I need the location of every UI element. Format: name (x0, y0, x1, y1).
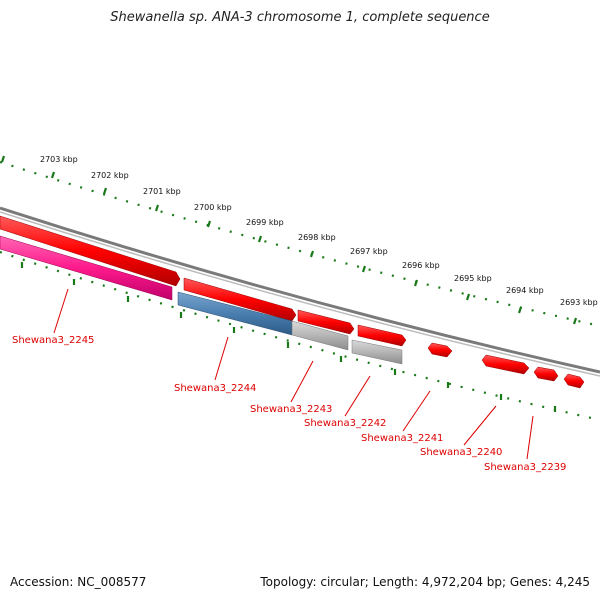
backbone-inner (0, 211, 600, 377)
backbone-outer (0, 206, 600, 374)
ruler-tick-label: 2697 kbp (350, 247, 388, 256)
ruler-tick-label: 2696 kbp (402, 261, 440, 270)
gene-label[interactable]: Shewana3_2242 (304, 418, 386, 429)
ruler-labels: 2703 kbp 2702 kbp 2701 kbp 2700 kbp 2699… (40, 155, 598, 307)
gene-label[interactable]: Shewana3_2239 (484, 462, 566, 473)
inner-ruler-ticks (20, 262, 557, 412)
ruler-tick (309, 250, 315, 258)
gene-arrow-forward[interactable] (427, 342, 453, 358)
ruler-tick (413, 279, 419, 287)
ruler-tick (572, 317, 578, 325)
gene-arrow-forward[interactable] (481, 354, 530, 375)
reverse-genes (0, 235, 403, 365)
ruler-tick (517, 306, 523, 314)
ruler-tick-label: 2694 kbp (506, 286, 544, 295)
map-title: Shewanella sp. ANA-3 chromosome 1, compl… (110, 10, 490, 25)
gene-label[interactable]: Shewana3_2244 (174, 383, 256, 394)
gene-label[interactable]: Shewana3_2243 (250, 404, 332, 415)
gene-bar-gray[interactable] (351, 339, 403, 365)
gene-arrow-forward[interactable] (563, 373, 585, 389)
label-leader (214, 336, 229, 381)
chromosome-backbone (0, 206, 600, 377)
inner-ruler (0, 250, 600, 422)
gene-arrow-forward[interactable] (533, 366, 559, 382)
ruler-tick-label: 2702 kbp (91, 171, 129, 180)
gene-arrow-forward[interactable] (357, 324, 407, 347)
ruler-tick (257, 235, 263, 243)
label-leader (526, 415, 534, 460)
gene-label[interactable]: Shewana3_2245 (12, 335, 94, 346)
ruler-tick (102, 187, 108, 195)
label-leader (402, 390, 431, 432)
ruler-tick-label: 2703 kbp (40, 155, 78, 164)
label-leader (290, 360, 314, 403)
label-leader (344, 375, 371, 417)
outer-ruler-ticks (0, 155, 578, 325)
inner-ruler-dots (0, 250, 600, 422)
accession-text: Accession: NC_008577 (10, 575, 147, 589)
gene-arrow-forward[interactable] (0, 215, 181, 287)
gene-arrow-forward[interactable] (297, 309, 355, 335)
gene-bar-pink[interactable] (0, 235, 173, 301)
ruler-tick (465, 293, 471, 301)
ruler-tick-label: 2699 kbp (246, 218, 284, 227)
forward-genes (0, 215, 585, 389)
ruler-tick (154, 204, 160, 212)
gene-arrow-forward[interactable] (183, 277, 297, 322)
ruler-tick (0, 155, 6, 163)
topology-text: Topology: circular; Length: 4,972,204 bp… (260, 575, 590, 589)
outer-ruler (0, 160, 600, 328)
ruler-tick-label: 2700 kbp (194, 203, 232, 212)
gene-labels: Shewana3_2245 Shewana3_2244 Shewana3_224… (12, 335, 566, 473)
ruler-tick-label: 2701 kbp (143, 187, 181, 196)
gene-label[interactable]: Shewana3_2240 (420, 447, 502, 458)
ruler-tick-label: 2693 kbp (560, 298, 598, 307)
label-leaders (53, 288, 534, 460)
ruler-tick (361, 265, 367, 273)
outer-ruler-dots (0, 160, 600, 328)
ruler-tick-label: 2695 kbp (454, 274, 492, 283)
ruler-tick (206, 220, 212, 228)
ruler-tick-label: 2698 kbp (298, 233, 336, 242)
ruler-tick (50, 171, 56, 179)
gene-bar-gray[interactable] (291, 320, 349, 351)
label-leader (463, 405, 497, 446)
gene-label[interactable]: Shewana3_2241 (361, 433, 443, 444)
label-leader (53, 288, 69, 334)
